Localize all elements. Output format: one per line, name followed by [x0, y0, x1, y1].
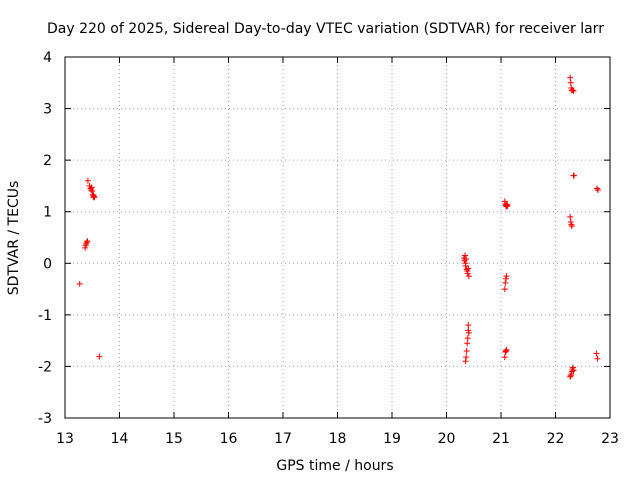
- x-axis-label: GPS time / hours: [276, 458, 393, 474]
- data-point: [465, 329, 472, 336]
- data-point: [82, 244, 89, 251]
- x-tick-label: 13: [56, 431, 74, 447]
- data-point: [501, 286, 508, 293]
- x-tick-label: 15: [165, 431, 183, 447]
- y-tick-label: 2: [43, 153, 52, 169]
- data-point: [504, 203, 511, 210]
- data-marks: [76, 74, 602, 380]
- data-point: [84, 238, 91, 245]
- y-tick-label: -3: [38, 411, 52, 427]
- data-point: [464, 268, 471, 275]
- data-point: [463, 256, 470, 263]
- data-point: [567, 373, 574, 380]
- data-point: [89, 188, 96, 195]
- data-point: [503, 346, 510, 353]
- data-point: [464, 340, 471, 347]
- data-point: [462, 252, 469, 259]
- data-point: [568, 371, 575, 378]
- data-point: [88, 187, 95, 194]
- x-tick-label: 20: [438, 431, 456, 447]
- y-tick-labels: -3 -2 -1 0 1 2 3 4: [38, 50, 52, 427]
- data-point: [503, 202, 510, 209]
- data-point: [463, 347, 470, 354]
- data-point: [567, 372, 574, 379]
- data-point: [96, 353, 103, 360]
- data-point: [76, 280, 83, 287]
- data-point: [90, 193, 97, 200]
- data-point: [594, 355, 601, 362]
- data-point: [501, 354, 508, 361]
- data-point: [91, 194, 98, 201]
- y-tick-label: 4: [43, 50, 52, 66]
- y-tick-label: -1: [38, 308, 52, 324]
- x-tick-label: 23: [601, 431, 619, 447]
- x-tick-label: 17: [274, 431, 292, 447]
- data-point: [567, 219, 574, 226]
- data-point: [88, 184, 95, 191]
- y-tick-label: 3: [43, 102, 52, 118]
- x-tick-label: 21: [492, 431, 510, 447]
- plot-frame: [64, 56, 611, 419]
- y-axis-label: SDTVAR / TECUs: [6, 181, 22, 296]
- data-point: [570, 367, 577, 374]
- data-point: [569, 87, 576, 94]
- data-point: [462, 358, 469, 365]
- data-point: [569, 364, 576, 371]
- data-point: [465, 265, 472, 272]
- data-point: [593, 185, 600, 192]
- data-point: [567, 79, 574, 86]
- data-point: [593, 350, 600, 357]
- data-point: [568, 223, 575, 230]
- grid-layer: [65, 57, 610, 418]
- data-point: [502, 279, 509, 286]
- x-tick-label: 14: [111, 431, 129, 447]
- x-tick-labels: 13 14 15 16 17 18 19 20 21 22 23: [56, 431, 619, 447]
- x-tick-label: 22: [547, 431, 565, 447]
- chart-title: Day 220 of 2025, Sidereal Day-to-day VTE…: [47, 21, 604, 37]
- y-tick-label: -2: [38, 359, 52, 375]
- data-point: [464, 335, 471, 342]
- data-point: [463, 354, 470, 361]
- data-point: [502, 347, 509, 354]
- data-point: [462, 262, 469, 269]
- data-point: [83, 239, 90, 246]
- data-point: [465, 322, 472, 329]
- y-tick-label: 0: [43, 256, 52, 272]
- data-point: [503, 273, 510, 280]
- data-point: [570, 88, 577, 95]
- y-tick-label: 1: [43, 205, 52, 221]
- x-tick-label: 16: [220, 431, 238, 447]
- x-tick-label: 19: [383, 431, 401, 447]
- data-point: [84, 177, 91, 184]
- data-point: [567, 213, 574, 220]
- data-point: [567, 74, 574, 81]
- data-point: [465, 273, 472, 280]
- data-point: [502, 275, 509, 282]
- data-point: [464, 270, 471, 277]
- data-point: [501, 198, 508, 205]
- data-point: [595, 187, 602, 194]
- data-point: [571, 172, 578, 179]
- data-point: [465, 327, 472, 334]
- x-tick-label: 18: [329, 431, 347, 447]
